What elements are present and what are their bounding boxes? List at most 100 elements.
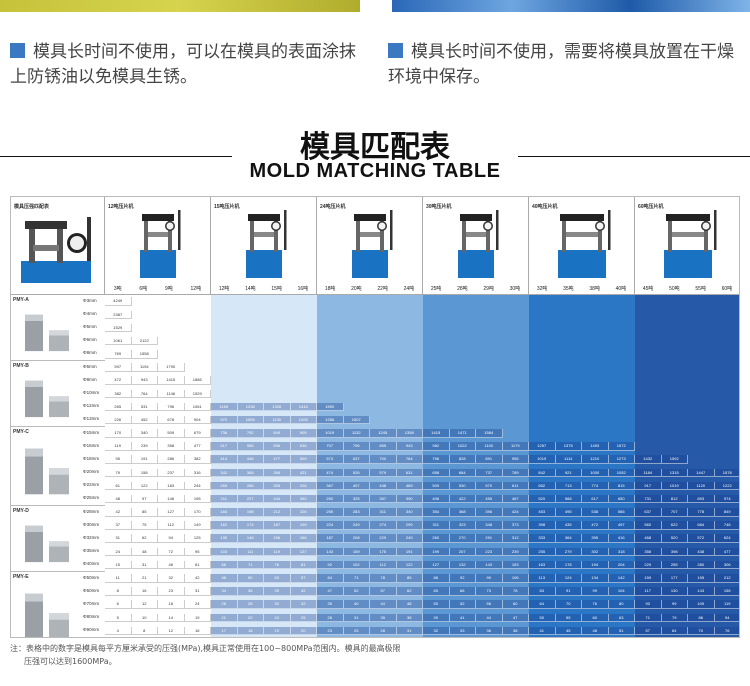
pressure-value: 15 — [105, 560, 132, 570]
pressure-value: 25 — [290, 613, 317, 623]
pressure-value: 893 — [688, 494, 715, 504]
pressure-value: 109 — [688, 600, 715, 609]
pressure-value: 72 — [158, 547, 185, 557]
pressure-value: 63 — [608, 613, 635, 623]
pressure-value: 112 — [370, 560, 397, 570]
pressure-value: 1584 — [476, 429, 503, 438]
machine-name: 40吨压片机 — [532, 204, 558, 210]
pressure-value: 158 — [131, 468, 158, 478]
mold-diameter-label: Φ4mm — [83, 311, 97, 317]
pressure-value: 2122 — [131, 336, 158, 346]
pressure-value: 905 — [290, 429, 317, 438]
pressure-value: 778 — [688, 508, 715, 517]
bullet-square-icon — [10, 43, 25, 58]
pressure-value: 974 — [714, 494, 739, 504]
pressure-value: 92 — [317, 560, 344, 570]
pressure-value: 71 — [237, 560, 264, 570]
pressure-value: 358 — [635, 547, 662, 557]
pressure-value: 943 — [396, 442, 423, 451]
section-title-cn: 模具匹配表 — [300, 130, 450, 165]
mold-diameter-label: Φ16mm — [83, 443, 100, 448]
tonnage-label: 12吨 — [190, 286, 202, 292]
pressure-value: 435 — [555, 521, 582, 530]
maintenance-tip-1: 模具长时间不使用，可以在模具的表面涂抹上防锈油以免模具生锈。 — [10, 42, 356, 87]
pressure-value: 617 — [582, 494, 609, 504]
pressure-value: 368 — [237, 468, 264, 478]
tonnage-label: 55吨 — [695, 286, 706, 292]
pressure-value: 20 — [290, 626, 317, 636]
pressure-value: 700 — [370, 455, 397, 464]
pressure-value: 24 — [184, 600, 211, 609]
pressure-value: 796 — [343, 442, 370, 451]
pressure-value: 796 — [158, 402, 185, 412]
pressure-value: 39 — [264, 587, 291, 596]
pressure-row: 42 85 127 170 184 198 212 226 255 283 311 340 354 368… — [105, 508, 739, 517]
pressure-row: 265 531 796 1061 1169 1238 1326 1415 1592 — [105, 402, 344, 412]
pressure-value: 174 — [237, 521, 264, 530]
pressure-value: 111 — [237, 547, 264, 557]
machine-column-band — [317, 295, 423, 637]
pressure-value: 1529 — [184, 389, 211, 399]
pressure-value: 904 — [184, 415, 211, 425]
pressure-value: 891 — [476, 455, 503, 464]
pressure-value: 24 — [264, 613, 291, 623]
pressure-value: 64 — [661, 626, 688, 636]
pressure-value: 132 — [449, 560, 476, 570]
pressure-value: 1179 — [502, 442, 529, 451]
pressure-value: 849 — [714, 508, 739, 517]
pressure-row: 170 340 509 679 736 792 849 905 1019 1132 1245 1358… — [105, 429, 503, 438]
pressure-value: 448 — [370, 481, 397, 491]
pressure-value: 31 — [343, 613, 370, 623]
tonnage-labels: 25吨 28吨 29吨 30吨 — [423, 285, 528, 292]
mold-diameter-label: Φ8mm — [83, 377, 97, 383]
pressure-value: 255 — [317, 508, 344, 517]
pressure-value: 28 — [370, 626, 397, 636]
pressure-value: 244 — [264, 494, 291, 504]
pressure-value: 1238 — [237, 402, 264, 412]
mold-diameter-label: Φ5mm — [83, 324, 97, 330]
pressure-value: 1019 — [317, 429, 344, 438]
pressure-value: 42 — [290, 587, 317, 596]
mold-size-column: Φ15mm Φ16mm Φ18mm Φ20mm Φ22mm Φ25mm — [81, 426, 105, 506]
pressure-value: 1061 — [184, 402, 211, 412]
pressure-value: 28 — [237, 600, 264, 609]
pressure-value: 48 — [582, 626, 609, 636]
pressure-value: 538 — [582, 508, 609, 517]
pressure-value: 76 — [264, 560, 291, 570]
pressure-value: 531 — [131, 402, 158, 412]
bullet-square-icon — [388, 43, 403, 58]
pressure-value: 61 — [184, 560, 211, 570]
pressure-value: 1886 — [184, 376, 211, 385]
pressure-value: 40 — [343, 600, 370, 609]
pressure-value: 85 — [396, 574, 423, 583]
pressure-value: 76 — [582, 600, 609, 609]
pressure-row: 8 16 23 31 34 36 39 42 47 52 57 62 65 68 73 78 83 91 99 104… — [105, 587, 739, 596]
pressure-value: 367 — [317, 481, 344, 491]
pressure-value: 1000 — [582, 468, 609, 478]
pressure-value: 208 — [343, 534, 370, 543]
tonnage-label: 38吨 — [589, 286, 600, 292]
pressure-value: 199 — [290, 521, 317, 530]
pressure-value: 66 — [211, 560, 238, 570]
pressure-value: 636 — [290, 442, 317, 451]
pressure-value: 1273 — [608, 455, 635, 464]
pressure-value: 438 — [688, 547, 715, 557]
pressure-value: 78 — [370, 574, 397, 583]
pressure-value: 520 — [529, 494, 556, 504]
pressure-value: 684 — [688, 521, 715, 530]
pressure-value: 1447 — [688, 468, 715, 478]
pressure-value: 1022 — [449, 442, 476, 451]
pressure-value: 1432 — [635, 455, 662, 464]
pressure-value: 16 — [184, 626, 211, 636]
pressure-value: 117 — [635, 587, 662, 596]
mold-diameter-label: Φ80mm — [83, 613, 100, 619]
pressure-value: 2387 — [105, 310, 132, 319]
pressure-value: 90 — [635, 600, 662, 609]
pressure-value: 78 — [502, 587, 529, 596]
hydraulic-press-icon — [663, 210, 716, 278]
pressure-value: 260 — [423, 534, 450, 543]
pressure-value: 943 — [131, 376, 158, 385]
pressure-value: 95 — [105, 455, 132, 464]
mold-diameter-label: Φ70mm — [83, 600, 100, 606]
pressure-value: 395 — [582, 534, 609, 543]
